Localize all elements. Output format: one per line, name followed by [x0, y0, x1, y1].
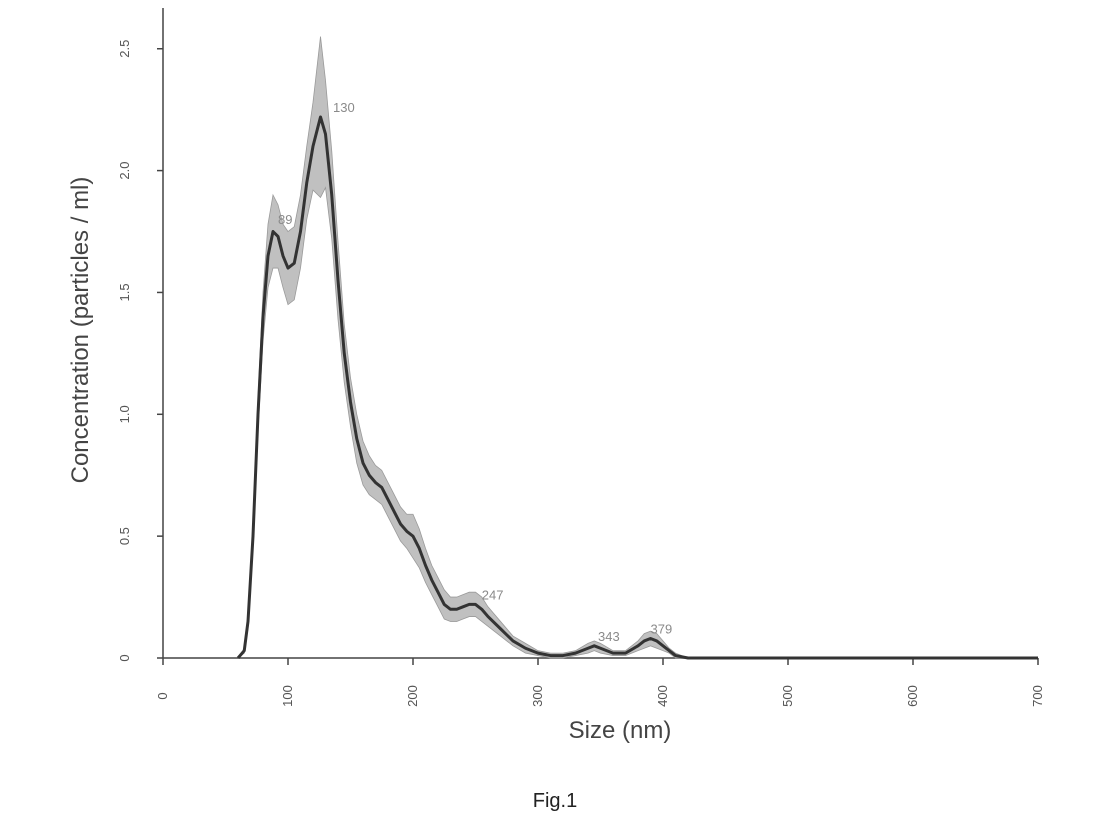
peak-label: 343: [598, 629, 620, 644]
peak-label: 247: [482, 588, 504, 603]
y-axis: 0 0.5 1.0 1.5 2.0 2.5: [117, 8, 164, 662]
y-tick-label: 0: [117, 654, 132, 661]
x-tick-label: 0: [155, 692, 170, 699]
x-tick-label: 400: [655, 685, 670, 707]
peak-label: 89: [278, 212, 292, 227]
x-tick-label: 500: [780, 685, 795, 707]
y-tick-label: 0.5: [117, 527, 132, 545]
x-tick-label: 700: [1030, 685, 1045, 707]
y-tick-label: 1.5: [117, 283, 132, 301]
y-axis-title: Concentration (particles / ml): [67, 177, 94, 484]
mean-size-curve: [236, 115, 1038, 660]
y-tick-label: 2.0: [117, 162, 132, 180]
error-band: [237, 36, 1038, 659]
peak-label: 379: [651, 622, 673, 637]
x-tick-label: 600: [905, 685, 920, 707]
peak-label: 130: [333, 100, 355, 115]
x-axis: 0 100 200 300 400 500 600 700: [155, 657, 1045, 707]
x-tick-label: 100: [280, 685, 295, 707]
y-tick-label: 2.5: [117, 40, 132, 58]
figure-caption: Fig.1: [532, 790, 578, 812]
x-tick-label: 200: [405, 685, 420, 707]
plot-area: 89 130 247 343 379: [236, 36, 1038, 660]
y-tick-label: 1.0: [117, 405, 132, 423]
x-axis-title: Size (nm): [569, 717, 672, 744]
x-tick-label: 300: [530, 685, 545, 707]
